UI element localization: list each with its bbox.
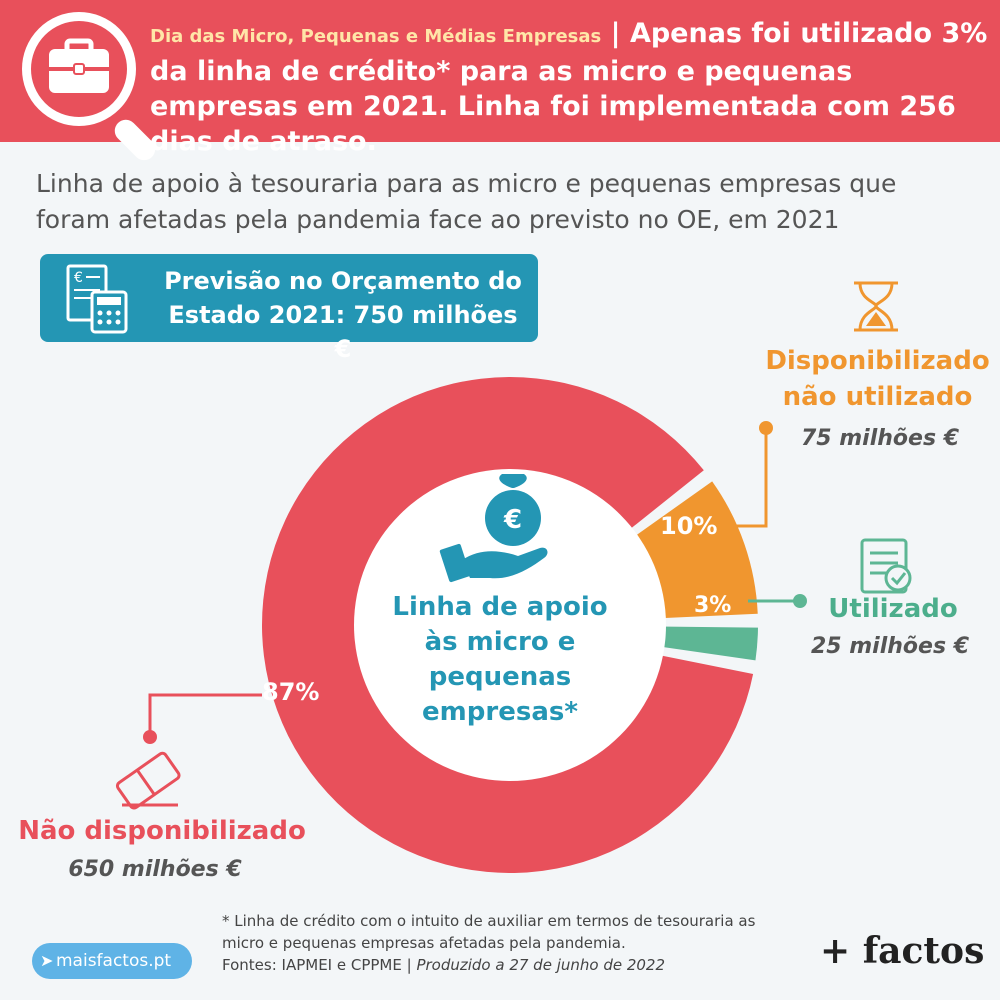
headline-kicker: Dia das Micro, Pequenas e Médias Empresa… [150, 26, 602, 47]
pct-label-green: 3% [694, 593, 732, 618]
svg-text:€: € [503, 505, 522, 535]
footnote-sources: Fontes: IAPMEI e CPPME | [222, 956, 417, 974]
pct-label-orange: 10% [660, 512, 718, 540]
donut-center-label: Linha de apoio às micro e pequenas empre… [392, 592, 608, 727]
label-orange-value: 75 milhões € [800, 426, 960, 451]
connector-dot-orange [759, 421, 773, 435]
connector-dot-red [143, 730, 157, 744]
footnote: * Linha de crédito com o intuito de auxi… [222, 910, 802, 976]
money-hand-icon: € [439, 474, 548, 583]
brand-logo: + factos [820, 930, 985, 972]
label-green-value: 25 milhões € [810, 634, 970, 659]
label-orange-title: Disponibilizado não utilizado [765, 346, 990, 412]
footnote-sources-line: Fontes: IAPMEI e CPPME | Produzido a 27 … [222, 954, 802, 976]
paper-plane-icon: ➤ [40, 951, 54, 970]
header-banner [0, 0, 1000, 142]
budget-text: Previsão no Orçamento do Estado 2021: 75… [164, 267, 522, 363]
label-red-title: Não disponibilizado [18, 816, 306, 846]
subtitle: Linha de apoio à tesouraria para as micr… [36, 169, 897, 234]
magnifier-icon [22, 12, 136, 126]
label-red-value: 650 milhões € [68, 857, 242, 882]
svg-text:€: € [74, 270, 83, 286]
eraser-icon [115, 751, 181, 810]
budget-box: € Previsão no Orçamento do Estado 2021: … [40, 254, 538, 363]
donut-hole [354, 469, 666, 781]
document-check-icon [860, 538, 912, 594]
footnote-date: Produzido a 27 de junho de 2022 [416, 956, 666, 974]
hourglass-icon [854, 281, 898, 332]
briefcase-icon [49, 38, 109, 93]
headline-text: Apenas foi utilizado 3% da linha de créd… [150, 18, 988, 157]
label-green-title: Utilizado [828, 594, 958, 624]
footnote-note: * Linha de crédito com o intuito de auxi… [222, 912, 756, 952]
site-link-text: maisfactos.pt [56, 951, 172, 971]
pct-label-red: 87% [262, 678, 320, 706]
calculator-icon: € [66, 264, 128, 334]
connector-red [148, 693, 262, 737]
connector-orange [734, 428, 768, 528]
connector-dot-green [793, 594, 807, 608]
headline: Dia das Micro, Pequenas e Médias Empresa… [150, 18, 988, 157]
site-link[interactable]: ➤ maisfactos.pt [32, 943, 192, 979]
